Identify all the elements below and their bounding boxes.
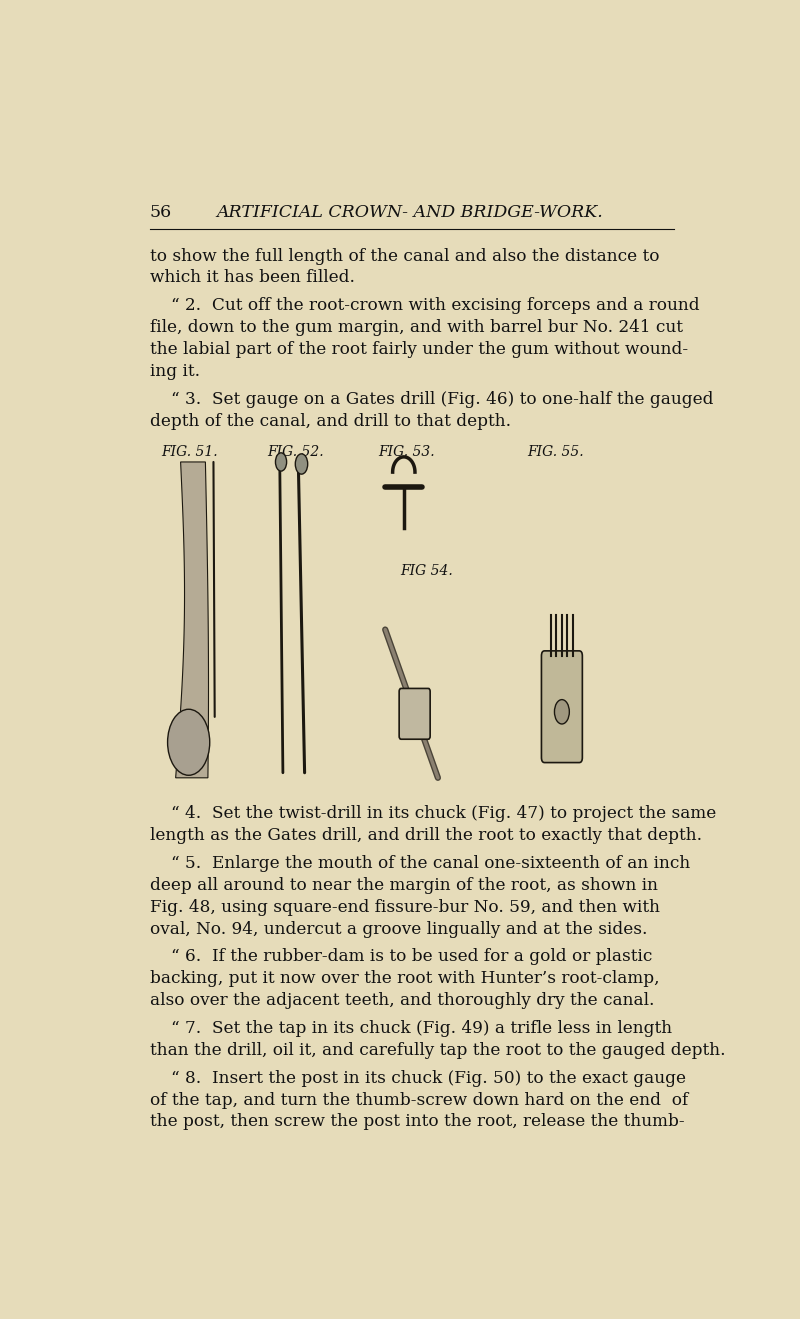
Text: FIG 54.: FIG 54. — [400, 565, 453, 579]
Text: than the drill, oil it, and carefully tap the root to the gauged depth.: than the drill, oil it, and carefully ta… — [150, 1042, 726, 1059]
Text: the post, then screw the post into the root, release the thumb-: the post, then screw the post into the r… — [150, 1113, 684, 1130]
Text: which it has been filled.: which it has been filled. — [150, 269, 354, 286]
Text: depth of the canal, and drill to that depth.: depth of the canal, and drill to that de… — [150, 413, 510, 430]
Text: “ 2.  Cut off the root-crown with excising forceps and a round: “ 2. Cut off the root-crown with excisin… — [171, 297, 700, 314]
Text: “ 6.  If the rubber-dam is to be used for a gold or plastic: “ 6. If the rubber-dam is to be used for… — [171, 948, 653, 966]
Text: to show the full length of the canal and also the distance to: to show the full length of the canal and… — [150, 248, 659, 265]
Text: length as the Gates drill, and drill the root to exactly that depth.: length as the Gates drill, and drill the… — [150, 827, 702, 844]
FancyBboxPatch shape — [542, 650, 582, 762]
Text: FIG. 52.: FIG. 52. — [267, 445, 324, 459]
Text: FIG. 53.: FIG. 53. — [378, 445, 435, 459]
FancyBboxPatch shape — [399, 689, 430, 739]
Circle shape — [295, 454, 308, 474]
Text: file, down to the gum margin, and with barrel bur No. 241 cut: file, down to the gum margin, and with b… — [150, 319, 682, 336]
Text: oval, No. 94, undercut a groove lingually and at the sides.: oval, No. 94, undercut a groove linguall… — [150, 921, 647, 938]
Text: FIG. 55.: FIG. 55. — [527, 445, 584, 459]
Text: ARTIFICIAL CROWN- AND BRIDGE-WORK.: ARTIFICIAL CROWN- AND BRIDGE-WORK. — [217, 204, 603, 222]
Text: FIG. 51.: FIG. 51. — [162, 445, 218, 459]
Circle shape — [275, 452, 286, 471]
Text: also over the adjacent teeth, and thoroughly dry the canal.: also over the adjacent teeth, and thorou… — [150, 992, 654, 1009]
Text: 56: 56 — [150, 204, 172, 222]
Text: “ 8.  Insert the post in its chuck (Fig. 50) to the exact gauge: “ 8. Insert the post in its chuck (Fig. … — [171, 1070, 686, 1087]
Text: “ 5.  Enlarge the mouth of the canal one-sixteenth of an inch: “ 5. Enlarge the mouth of the canal one-… — [171, 855, 690, 872]
Text: “ 7.  Set the tap in its chuck (Fig. 49) a trifle less in length: “ 7. Set the tap in its chuck (Fig. 49) … — [171, 1020, 673, 1037]
Text: “ 3.  Set gauge on a Gates drill (Fig. 46) to one-half the gauged: “ 3. Set gauge on a Gates drill (Fig. 46… — [171, 390, 714, 408]
Text: of the tap, and turn the thumb-screw down hard on the end  of: of the tap, and turn the thumb-screw dow… — [150, 1092, 688, 1109]
Text: deep all around to near the margin of the root, as shown in: deep all around to near the margin of th… — [150, 877, 658, 894]
Text: ing it.: ing it. — [150, 363, 200, 380]
Circle shape — [554, 699, 570, 724]
Text: backing, put it now over the root with Hunter’s root-clamp,: backing, put it now over the root with H… — [150, 971, 659, 988]
Text: the labial part of the root fairly under the gum without wound-: the labial part of the root fairly under… — [150, 342, 688, 357]
Ellipse shape — [167, 710, 210, 776]
Text: “ 4.  Set the twist-drill in its chuck (Fig. 47) to project the same: “ 4. Set the twist-drill in its chuck (F… — [171, 805, 717, 822]
Text: Fig. 48, using square-end fissure-bur No. 59, and then with: Fig. 48, using square-end fissure-bur No… — [150, 898, 659, 915]
Polygon shape — [176, 462, 209, 778]
